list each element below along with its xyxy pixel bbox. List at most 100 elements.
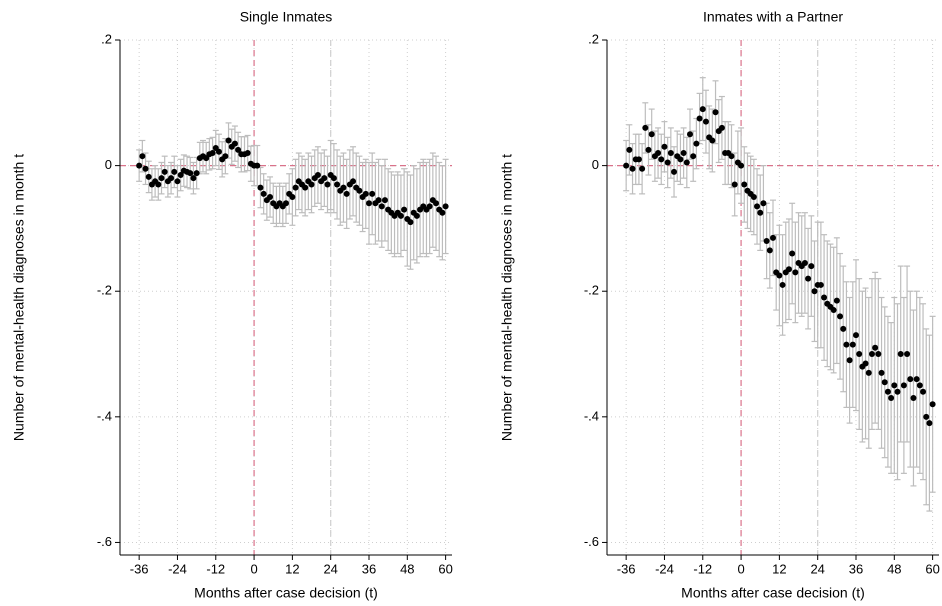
point [356,187,363,194]
point [171,168,178,175]
point [257,184,264,191]
point [897,351,904,358]
point [244,150,251,157]
point [680,150,687,157]
point [833,297,840,304]
point [343,190,350,197]
point [155,181,162,188]
point [856,351,863,358]
x-tick-label: -12 [693,561,712,576]
point [623,162,630,169]
point [168,175,175,182]
point [369,190,376,197]
chart-title: Inmates with a Partner [703,9,843,25]
x-tick-label: 36 [362,561,376,576]
point [846,357,853,364]
x-tick-label: 60 [925,561,939,576]
x-tick-label: 0 [737,561,744,576]
point [702,118,709,125]
chart-title: Single Inmates [240,9,333,25]
point [413,212,420,219]
point [340,184,347,191]
point [136,162,143,169]
point [862,360,869,367]
point [677,156,684,163]
x-tick-label: 36 [849,561,863,576]
x-axis-label: Months after case decision (t) [194,585,378,601]
point [642,124,649,131]
point [626,146,633,153]
point [225,137,232,144]
point [693,140,700,147]
point [690,153,697,160]
point [302,184,309,191]
point [923,413,930,420]
point [407,219,414,226]
point [792,269,799,276]
point [324,181,331,188]
y-tick-label: -.6 [584,534,599,549]
point [267,194,274,201]
point [645,146,652,153]
point [254,162,261,169]
x-tick-label: 24 [323,561,337,576]
x-tick-label: -36 [130,561,149,576]
point [837,313,844,320]
point [830,307,837,314]
point [760,200,767,207]
point [766,247,773,254]
point [397,212,404,219]
point [770,234,776,241]
point [314,172,321,179]
point [878,369,885,376]
point [664,159,671,166]
point [350,178,357,185]
point [785,266,792,273]
x-tick-label: -24 [168,561,187,576]
y-tick-label: -.2 [97,283,112,298]
point [330,175,337,182]
point [805,275,812,282]
point [741,181,748,188]
point [808,263,815,270]
point [161,168,168,175]
point [763,237,770,244]
point [920,388,927,395]
point [381,197,388,204]
point [821,294,828,301]
point [142,165,149,172]
point [648,131,655,138]
y-tick-label: -.4 [584,408,599,423]
y-tick-label: -.4 [97,408,112,423]
point [913,376,920,383]
y-tick-label: -.6 [97,534,112,549]
point [667,150,674,157]
point [231,140,238,147]
x-tick-label: 0 [250,561,257,576]
y-tick-label: .2 [588,31,599,46]
point [426,203,433,210]
point [375,197,382,204]
point [750,194,757,201]
point [292,184,299,191]
point [872,344,879,351]
x-tick-label: 48 [887,561,901,576]
point [801,259,808,266]
y-tick-label: 0 [105,157,112,172]
point [849,341,856,348]
point [926,420,933,427]
point [891,382,898,389]
x-tick-label: 12 [285,561,299,576]
x-tick-label: -12 [206,561,225,576]
point [139,153,146,160]
point [683,159,690,166]
point [894,388,901,395]
point [439,209,446,216]
point [817,281,824,288]
x-tick-label: 48 [400,561,414,576]
point [875,351,882,358]
point [283,200,289,207]
point [696,115,703,122]
point [881,379,888,386]
